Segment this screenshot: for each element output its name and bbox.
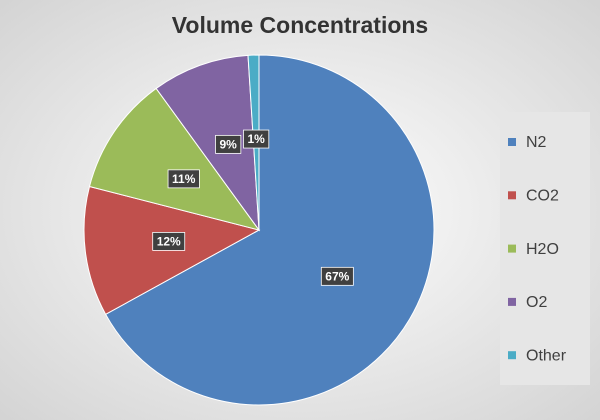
data-label-box <box>167 169 200 189</box>
legend-swatch <box>508 138 516 146</box>
chart-title: Volume Concentrations <box>172 12 428 38</box>
data-label: 67% <box>325 269 349 283</box>
legend-swatch <box>508 244 516 253</box>
data-label: 12% <box>157 235 181 249</box>
data-label-box <box>243 129 270 149</box>
data-label: 11% <box>172 172 196 186</box>
legend-swatch <box>508 351 516 360</box>
pie-slice <box>104 54 435 406</box>
data-label-box <box>152 232 186 251</box>
legend-label: Other <box>526 347 567 364</box>
pie-slice <box>88 87 261 231</box>
legend-label: CO2 <box>526 188 559 205</box>
data-label-box <box>215 134 242 154</box>
pie-slice <box>155 54 260 232</box>
data-label: 1% <box>247 132 265 146</box>
data-label: 9% <box>220 138 238 152</box>
legend-label: O2 <box>526 294 547 311</box>
legend-label: H2O <box>526 241 559 258</box>
legend-label: N2 <box>526 134 547 151</box>
data-label-box <box>320 266 354 286</box>
legend-swatch <box>508 191 516 200</box>
legend-swatch <box>508 297 516 306</box>
